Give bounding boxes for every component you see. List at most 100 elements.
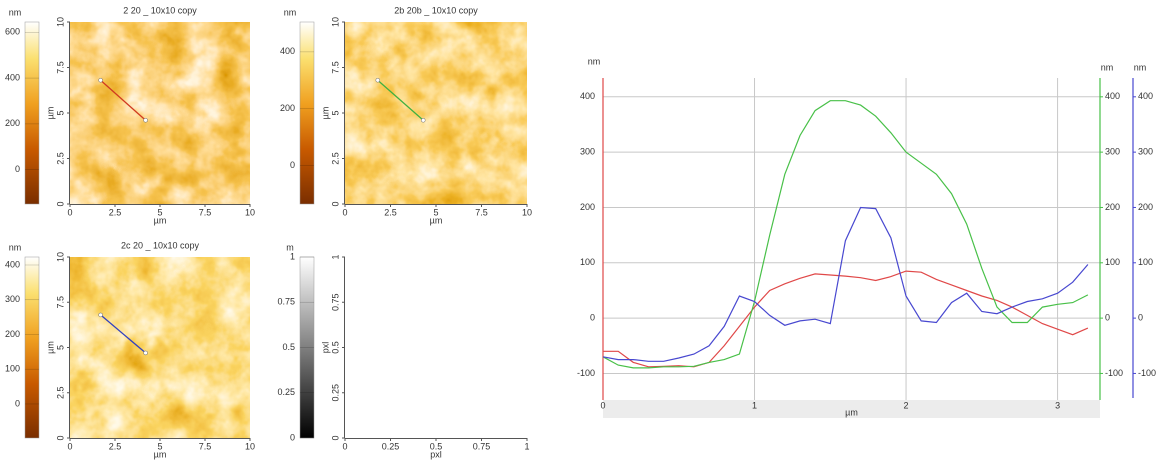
- y-tick-label: 300: [580, 147, 595, 157]
- x-tick-label: 0.75: [473, 441, 491, 451]
- colorbar-unit: nm: [9, 7, 22, 17]
- panel-title: 2b 20b _ 10x10 copy: [394, 5, 478, 15]
- panel-title: 2c 20 _ 10x10 copy: [121, 240, 200, 250]
- colorbar-tick-label: 300: [5, 294, 20, 304]
- y3-tick-label: -100: [1138, 368, 1156, 378]
- y2-tick-label: 200: [1105, 202, 1120, 212]
- x-tick-label: 1: [524, 441, 529, 451]
- y-axis-label: µm: [320, 107, 330, 120]
- x-axis-label: µm: [845, 407, 858, 417]
- y-axis-label: pxl: [320, 342, 330, 354]
- colorbar: [24, 21, 40, 205]
- profile-line: [377, 79, 424, 121]
- colorbar-tick-label: 400: [280, 46, 295, 56]
- y3-tick-label: 100: [1138, 257, 1153, 267]
- y-tick-label: 7.5: [55, 61, 65, 74]
- y-axis-label: µm: [45, 341, 55, 354]
- y-tick-label: 2.5: [55, 152, 65, 165]
- profile-endpoint: [98, 77, 103, 83]
- x-axis-label: µm: [154, 215, 167, 225]
- y-tick-label: 100: [580, 257, 595, 267]
- y-tick-label: 5: [55, 345, 65, 350]
- y-tick-label: 0.5: [330, 341, 340, 354]
- afm-image: [70, 257, 250, 438]
- x-axis-label: µm: [154, 449, 167, 459]
- y3-tick-label: 400: [1138, 91, 1153, 101]
- y-tick-label: 0: [330, 435, 340, 440]
- x-tick-label: 10: [245, 441, 255, 451]
- colorbar-unit: nm: [9, 242, 22, 252]
- y3-tick-label: 0: [1138, 312, 1143, 322]
- x-tick-label: 2.5: [109, 207, 122, 217]
- y3-axis-label: nm: [1134, 62, 1147, 72]
- colorbar-tick-label: 0.5: [282, 342, 295, 352]
- x-tick-label: 5: [433, 207, 438, 217]
- y-tick-label: 400: [580, 91, 595, 101]
- y-tick-label: 7.5: [330, 61, 340, 74]
- y2-tick-label: -100: [1105, 368, 1123, 378]
- x-axis-label: µm: [430, 215, 443, 225]
- x-tick-label: 10: [522, 207, 532, 217]
- colorbar: [24, 256, 40, 439]
- y-tick-label: 10: [55, 17, 65, 27]
- profile-endpoint: [143, 350, 148, 356]
- x-tick-label: 2.5: [109, 441, 122, 451]
- y3-tick-label: 300: [1138, 147, 1153, 157]
- y-tick-label: 10: [55, 252, 65, 262]
- y-tick-label: 0: [590, 312, 595, 322]
- y-tick-label: 2.5: [330, 152, 340, 165]
- x-tick-label: 0: [342, 207, 347, 217]
- series-line: [602, 206, 1089, 362]
- x-tick-label: 2.5: [384, 207, 397, 217]
- colorbar-tick-label: 0: [290, 432, 295, 442]
- x-tick-label: 5: [157, 441, 162, 451]
- profile-line: [100, 79, 147, 121]
- colorbar-unit: nm: [284, 7, 297, 17]
- y2-tick-label: 300: [1105, 147, 1120, 157]
- afm-image: [70, 22, 250, 204]
- x-tick-label: 1: [752, 400, 757, 410]
- y2-axis-label: nm: [1101, 62, 1114, 72]
- colorbar-tick-label: 400: [5, 72, 20, 82]
- x-tick-label: 0: [600, 400, 605, 410]
- colorbar-tick-label: 1: [290, 251, 295, 261]
- profile-endpoint: [143, 118, 148, 123]
- panel-title: 2 20 _ 10x10 copy: [123, 5, 197, 15]
- x-tick-label: 5: [157, 207, 162, 217]
- y-tick-label: 2.5: [55, 386, 65, 399]
- y-tick-label: 0: [55, 201, 65, 206]
- colorbar-tick-label: 200: [5, 329, 20, 339]
- y-tick-label: 1: [330, 254, 340, 259]
- colorbar-unit: m: [286, 242, 294, 252]
- colorbar-tick-label: 0: [15, 164, 20, 174]
- y-tick-label: 5: [330, 110, 340, 115]
- x-tick-label: 7.5: [475, 207, 488, 217]
- profile-endpoint: [98, 312, 103, 318]
- colorbar-tick-label: 200: [5, 118, 20, 128]
- y-tick-label: -100: [577, 368, 595, 378]
- y-tick-label: 0.75: [330, 293, 340, 311]
- x-tick-label: 10: [245, 207, 255, 217]
- profile-line: [100, 314, 147, 354]
- x-tick-label: 0.5: [430, 441, 443, 451]
- profile-endpoint: [375, 77, 381, 83]
- colorbar-tick-label: 0.75: [277, 297, 295, 307]
- colorbar: [299, 21, 315, 205]
- series-line: [602, 100, 1089, 369]
- y2-tick-label: 100: [1105, 257, 1120, 267]
- x-tick-label: 0: [342, 441, 347, 451]
- y2-tick-label: 400: [1105, 91, 1120, 101]
- colorbar-tick-label: 100: [5, 364, 20, 374]
- y-tick-label: 0: [55, 435, 65, 440]
- x-tick-label: 2: [904, 400, 909, 410]
- colorbar-tick-label: 400: [5, 259, 20, 269]
- x-tick-label: 0: [67, 441, 72, 451]
- y-tick-label: 0.25: [330, 384, 340, 402]
- y-tick-label: 200: [580, 202, 595, 212]
- y3-tick-label: 200: [1138, 202, 1153, 212]
- x-tick-label: 0: [67, 207, 72, 217]
- x-tick-label: 7.5: [199, 207, 212, 217]
- x-tick-label: 0.25: [382, 441, 400, 451]
- y-tick-label: 7.5: [55, 296, 65, 309]
